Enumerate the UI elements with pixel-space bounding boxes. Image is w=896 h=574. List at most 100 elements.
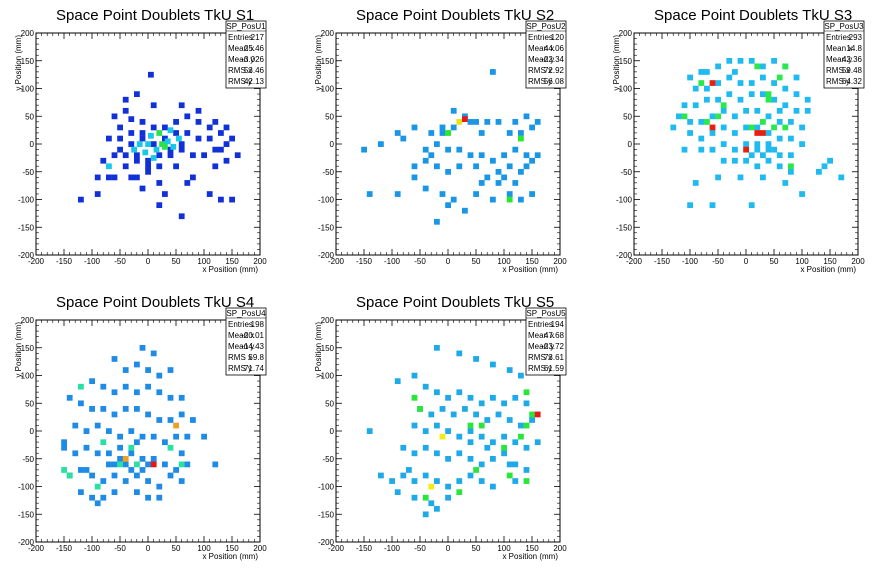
chart-panel-3: Space Point Doublets TkU S3 -200 -150 -100 -… <box>612 7 865 274</box>
y-tick-label: 100 <box>21 372 35 381</box>
y-tick-label: -200 <box>18 251 35 260</box>
histogram-bin <box>162 191 168 197</box>
y-tick-label: -100 <box>18 196 35 205</box>
histogram-bin <box>754 146 761 153</box>
histogram-bin <box>462 406 468 412</box>
histogram-bin <box>816 168 822 175</box>
histogram-bin <box>709 130 716 136</box>
histogram-bin <box>145 411 151 418</box>
histogram-bin <box>394 489 401 496</box>
histogram-bin <box>490 483 496 490</box>
histogram-bin <box>473 119 479 125</box>
histogram-bin <box>94 500 101 507</box>
histogram-bin <box>128 444 135 451</box>
histogram-bin <box>687 130 693 136</box>
histogram-bin <box>167 472 174 479</box>
stats-key: Mean y <box>528 55 554 64</box>
histogram-bin <box>748 57 755 64</box>
histogram-bin <box>501 152 507 159</box>
histogram-bin <box>512 439 519 446</box>
stats-box <box>225 307 267 376</box>
histogram-bin <box>776 163 783 170</box>
histogram-bin <box>490 196 496 203</box>
stats-value: 198 <box>251 320 265 329</box>
histogram-bin <box>529 157 535 164</box>
histogram-bin <box>478 152 485 159</box>
histogram-bin <box>698 69 705 75</box>
chart-title: Space Point Doublets TkU S3 <box>654 7 852 24</box>
y-tick-label: 150 <box>21 344 35 353</box>
histogram-bin <box>117 444 123 451</box>
histogram-bin <box>122 461 129 468</box>
histogram-bin <box>434 218 440 225</box>
y-tick-label: -50 <box>620 168 632 177</box>
histogram-bin <box>771 124 777 131</box>
histogram-bin <box>450 124 457 131</box>
histogram-bin <box>788 168 794 175</box>
histogram-bin <box>167 152 174 159</box>
chart-panel-4: Space Point Doublets TkU S4 -200 -150 -100 -… <box>14 294 267 561</box>
histogram-bin <box>111 356 118 362</box>
histogram-bin <box>411 124 418 131</box>
histogram-bin <box>117 124 123 131</box>
histogram-bin <box>523 444 530 451</box>
histogram-bin <box>495 168 502 175</box>
y-tick-label: -50 <box>322 168 334 177</box>
histogram-bin <box>150 124 157 131</box>
y-tick-label: -100 <box>318 196 335 205</box>
histogram-bin <box>153 146 160 153</box>
histogram-bin <box>523 400 530 407</box>
stats-key: Mean x <box>228 44 254 53</box>
histogram-bin <box>698 135 705 142</box>
histogram-bin <box>445 455 451 462</box>
stats-value: 194 <box>551 320 565 329</box>
histogram-bin <box>100 478 107 484</box>
histogram-bin <box>411 478 418 484</box>
x-tick-label: -200 <box>328 257 345 266</box>
histogram-bin <box>523 113 530 120</box>
histogram-bin <box>201 433 207 440</box>
histogram-bin <box>111 411 118 418</box>
stats-key: Mean y <box>528 342 554 351</box>
histogram-bin <box>715 63 721 70</box>
histogram-bin <box>748 202 755 209</box>
histogram-bin <box>94 422 101 429</box>
histogram-bin <box>78 196 84 203</box>
chart-title: Space Point Doublets TkU S2 <box>356 7 554 24</box>
x-tick-label: 50 <box>770 257 779 266</box>
histogram-bin <box>134 461 140 468</box>
histogram-bin <box>754 130 761 136</box>
histogram-bin <box>732 113 738 120</box>
histogram-bin <box>83 467 90 473</box>
histogram-bin <box>94 450 101 457</box>
histogram-bin <box>122 96 129 103</box>
histogram-bin <box>698 146 705 153</box>
histogram-bin <box>771 80 777 86</box>
y-tick-label: -150 <box>616 223 633 232</box>
histogram-bin <box>821 163 828 170</box>
histogram-bin <box>506 130 513 136</box>
histogram-bin <box>467 455 474 462</box>
histogram-bin <box>122 406 129 412</box>
histogram-bin <box>178 141 185 147</box>
histogram-bin <box>754 163 761 170</box>
stats-box <box>525 20 567 89</box>
chart-title: Space Point Doublets TkU S5 <box>356 294 554 311</box>
histogram-bin <box>445 428 451 434</box>
histogram-bin <box>173 467 179 473</box>
histogram-bin <box>150 455 157 462</box>
histogram-bin <box>737 174 744 181</box>
histogram-bin <box>162 124 168 131</box>
histogram-bin <box>394 378 401 385</box>
stats-name: SP_PosU4 <box>226 309 266 318</box>
y-tick-label: 200 <box>321 316 335 325</box>
x-axis-label: x Position (mm) <box>502 265 558 274</box>
stats-key: Entries <box>228 33 253 42</box>
histogram-bin <box>212 119 219 125</box>
histogram-bin <box>94 483 101 490</box>
x-tick-label: -150 <box>356 257 373 266</box>
histogram-bin <box>234 152 241 159</box>
histogram-bin <box>128 450 135 457</box>
histogram-bin <box>450 196 457 203</box>
